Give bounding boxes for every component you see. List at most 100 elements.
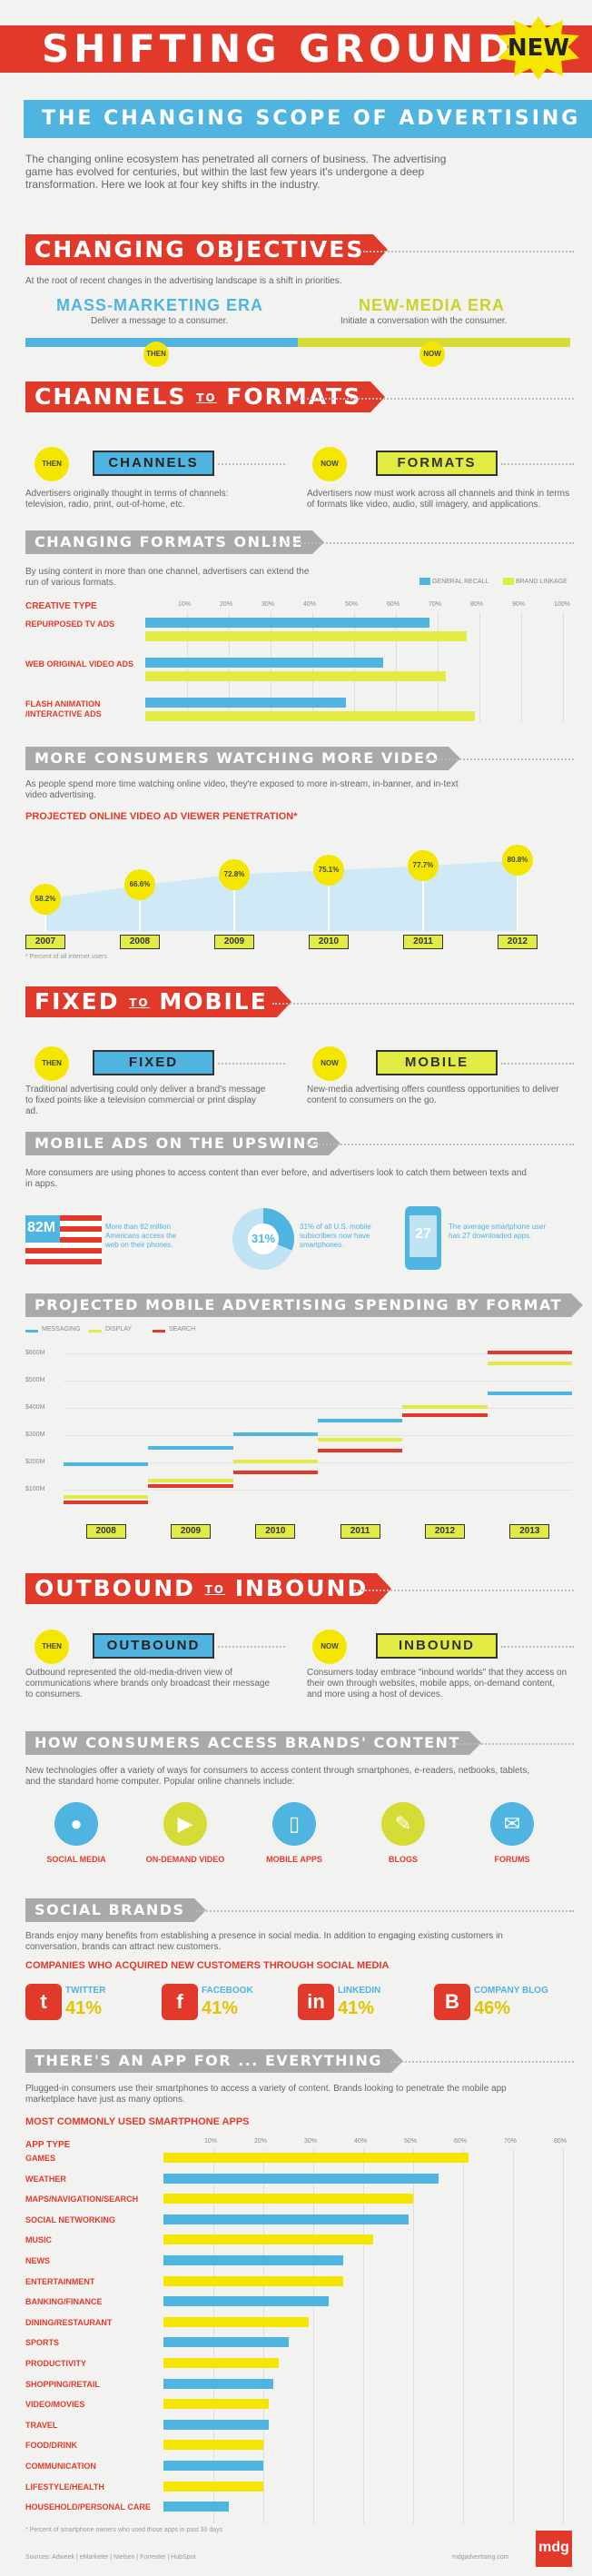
social-brands-header: SOCIAL BRANDS	[25, 1898, 206, 1922]
mobile-text: New-media advertising offers countless o…	[307, 1085, 559, 1105]
s1-intro: At the root of recent changes in the adv…	[25, 276, 342, 286]
gridline	[479, 612, 480, 721]
divider	[218, 1063, 285, 1065]
video-text: As people spend more time watching onlin…	[25, 779, 459, 800]
divider	[309, 1144, 574, 1145]
series-step	[148, 1484, 233, 1488]
inbound-box: INBOUND	[376, 1633, 498, 1659]
app-bar	[163, 2378, 273, 2389]
app-label: HOUSEHOLD/PERSONAL CARE	[25, 2502, 151, 2512]
series-step	[232, 1460, 318, 1463]
legend-label: DISPLAY	[105, 1326, 133, 1333]
sec5-title2: INBOUND	[234, 1575, 369, 1601]
gridline	[438, 612, 439, 721]
gridline	[463, 2149, 464, 2523]
app-label: MUSIC	[25, 2235, 52, 2245]
year-label: 2008	[120, 935, 160, 949]
category-label: FLASH ANIMATION /INTERACTIVE ADS	[25, 699, 102, 718]
series-step	[64, 1501, 149, 1504]
gridline	[64, 1408, 572, 1409]
ytick-label: $200M	[25, 1459, 45, 1465]
formats-box: FORMATS	[376, 451, 498, 476]
gridline	[64, 1490, 572, 1491]
series-step	[318, 1438, 403, 1442]
divider	[218, 463, 285, 465]
section-channels-to-formats: CHANNELS TO FORMATS	[25, 381, 386, 412]
app-label: WEATHER	[25, 2174, 66, 2184]
series-step	[318, 1449, 403, 1452]
social-name: TWITTER	[65, 1986, 106, 1996]
app-label: SOCIAL NETWORKING	[25, 2214, 115, 2224]
then-marker: THEN	[143, 342, 169, 367]
tick-label: 20%	[254, 2138, 268, 2145]
social-brands-text: Brands enjoy many benefits from establis…	[25, 1931, 503, 1952]
value-bubble: 66.6%	[124, 869, 155, 901]
sec2-title2: FORMATS	[226, 383, 362, 410]
series-step	[232, 1432, 318, 1436]
divider	[272, 1003, 574, 1005]
mdg-logo	[536, 2531, 572, 2567]
app-label: FOOD/DRINK	[25, 2441, 77, 2451]
app-type-label: APP TYPE	[25, 2140, 71, 2150]
title-banner	[0, 25, 592, 73]
app-bar	[163, 2153, 469, 2163]
era2-title: NEW-MEDIA ERA	[359, 296, 505, 314]
divider	[449, 1743, 574, 1745]
channels-text: Advertisers originally thought in terms …	[25, 489, 229, 510]
divider	[427, 758, 574, 760]
gridline	[413, 2149, 414, 2523]
sources: Sources: Adweek | eMarketer | Nielsen | …	[25, 2554, 196, 2561]
divider	[300, 398, 574, 400]
bar	[145, 698, 346, 708]
bar	[145, 631, 468, 641]
sec5-to: TO	[204, 1583, 225, 1596]
page-title: SHIFTING GROUND	[42, 26, 514, 71]
tick-label: 50%	[345, 601, 359, 608]
social-stats-row: t TWITTER 41% f FACEBOOK 41% in LINKEDIN 41% B COM…	[0, 1982, 592, 2027]
app-bar	[163, 2316, 309, 2327]
then-badge: THEN	[35, 1630, 69, 1664]
legend-label: BRAND LINKAGE	[515, 578, 567, 585]
section-fixed-to-mobile: FIXED TO MOBILE	[25, 986, 291, 1017]
ytick-label: $100M	[25, 1486, 45, 1492]
era1-title: MASS-MARKETING ERA	[56, 296, 263, 314]
year-label: 2009	[214, 935, 254, 949]
stat-31-text: 31% of all U.S. mobile subscribers now h…	[300, 1223, 371, 1249]
ytick-label: $300M	[25, 1432, 45, 1438]
gridline	[64, 1435, 572, 1436]
gridline	[313, 2149, 314, 2523]
series-step	[402, 1413, 488, 1417]
stat-27-text: The average smartphone user has 27 downl…	[449, 1223, 547, 1240]
value-bubble: 72.8%	[219, 858, 250, 890]
tick-label: 90%	[512, 601, 526, 608]
divider	[196, 1910, 574, 1912]
tick-label: 70%	[504, 2138, 518, 2145]
series-step	[64, 1495, 149, 1499]
divider	[501, 1063, 574, 1065]
subtitle-banner	[24, 100, 592, 138]
companies-title: COMPANIES WHO ACQUIRED NEW CUSTOMERS THR…	[25, 1960, 390, 1971]
divider	[354, 1590, 574, 1591]
outbound-box: OUTBOUND	[93, 1633, 214, 1659]
gridline	[213, 2149, 214, 2523]
then-badge: THEN	[35, 1046, 69, 1081]
tick-label: 50%	[404, 2138, 418, 2145]
year-label: 2008	[85, 1524, 126, 1539]
divider	[501, 463, 574, 465]
apps-title: MOST COMMONLY USED SMARTPHONE APPS	[25, 2116, 250, 2127]
app-label: VIDEO/MOVIES	[25, 2400, 85, 2410]
app-label: NEWS	[25, 2256, 50, 2265]
app-bar	[163, 2296, 329, 2307]
fixed-box: FIXED	[93, 1050, 214, 1075]
app-bar	[163, 2481, 263, 2492]
app-bar	[163, 2358, 279, 2368]
tick-label: 30%	[261, 601, 275, 608]
legend-swatch	[153, 1330, 165, 1333]
formats-text: Advertisers now must work across all cha…	[307, 489, 570, 510]
sec2-title1: CHANNELS	[35, 383, 187, 410]
gridline	[363, 2149, 364, 2523]
changing-formats-header: CHANGING FORMATS ONLINE	[25, 530, 324, 554]
tick-label: 70%	[429, 601, 442, 608]
tick-label: 80%	[470, 601, 484, 608]
formats-chart: 10% 20% 30% 40% 50% 60% 70% 80% 90% 100% REPURPOSE…	[0, 599, 592, 727]
